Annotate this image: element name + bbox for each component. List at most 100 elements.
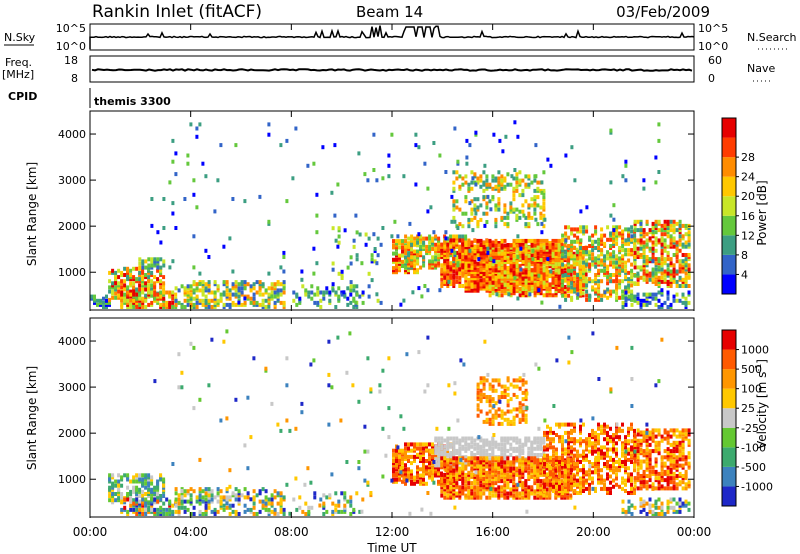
heatmap-cell: [129, 268, 133, 273]
heatmap-cell: [600, 250, 604, 255]
heatmap-cell: [618, 256, 622, 261]
heatmap-cell: [331, 226, 335, 231]
heatmap-cell: [482, 286, 486, 291]
heatmap-cell: [129, 281, 133, 286]
heatmap-cell: [597, 295, 601, 300]
heatmap-cell: [315, 230, 319, 235]
heatmap-cell: [636, 240, 640, 245]
heatmap-cell: [270, 503, 274, 508]
heatmap-cell: [533, 266, 537, 271]
heatmap-cell: [642, 259, 646, 264]
heatmap-cell: [395, 454, 398, 459]
heatmap-cell: [222, 244, 226, 249]
heatmap-cell: [675, 271, 679, 276]
heatmap-cell: [482, 245, 486, 250]
heatmap-cell: [264, 489, 268, 494]
heatmap-cell: [506, 477, 510, 481]
heatmap-cell: [542, 278, 546, 283]
heatmap-cell: [189, 298, 193, 303]
heatmap-cell: [564, 238, 568, 243]
heatmap-cell: [503, 483, 507, 488]
heatmap-cell: [455, 275, 459, 280]
heatmap-cell: [591, 258, 595, 263]
heatmap-cell: [588, 252, 592, 257]
heatmap-cell: [222, 503, 226, 508]
heatmap-cell: [461, 284, 465, 288]
heatmap-cell: [367, 294, 371, 299]
heatmap-cell: [482, 255, 486, 260]
heatmap-cell: [545, 247, 549, 252]
heatmap-cell: [174, 509, 178, 514]
heatmap-cell: [198, 512, 202, 516]
heatmap-cell: [579, 293, 583, 298]
heatmap-cell: [687, 273, 691, 278]
heatmap-cell: [449, 275, 453, 280]
heatmap-cell: [515, 456, 519, 461]
heatmap-cell: [395, 245, 398, 250]
heatmap-cell: [398, 253, 401, 258]
heatmap-cell: [135, 305, 139, 309]
heatmap-cell: [497, 182, 501, 187]
heatmap-cell: [570, 227, 574, 232]
heatmap-cell: [240, 292, 244, 297]
heatmap-cell: [207, 489, 211, 494]
heatmap-cell: [491, 280, 495, 285]
heatmap-cell: [114, 279, 118, 284]
heatmap-cell: [486, 246, 490, 251]
heatmap-cell: [138, 287, 142, 292]
heatmap-cell: [678, 275, 682, 280]
heatmap-cell: [479, 284, 483, 289]
heatmap-cell: [527, 495, 531, 500]
heatmap-cell: [132, 287, 136, 292]
heatmap-cell: [310, 296, 314, 301]
heatmap-cell: [615, 287, 619, 292]
heatmap-cell: [503, 464, 507, 469]
heatmap-cell: [282, 497, 286, 502]
heatmap-cell: [452, 265, 456, 270]
heatmap-cell: [654, 155, 658, 160]
heatmap-cell: [500, 262, 504, 267]
heatmap-cell: [660, 248, 664, 253]
heatmap-cell: [521, 468, 525, 473]
heatmap-cell: [488, 289, 492, 294]
heatmap-cell: [651, 242, 655, 247]
heatmap-cell: [515, 466, 519, 471]
heatmap-cell: [192, 505, 196, 510]
heatmap-cell: [530, 203, 534, 208]
cpid-value: themis 3300: [94, 95, 171, 108]
heatmap-cell: [467, 284, 471, 289]
heatmap-cell: [452, 472, 456, 477]
heatmap-cell: [482, 485, 486, 490]
heatmap-cell: [225, 296, 229, 301]
heatmap-cell: [306, 163, 310, 168]
heatmap-cell: [425, 471, 428, 476]
heatmap-cell: [684, 259, 688, 264]
heatmap-cell: [346, 265, 350, 270]
heatmap-cell: [506, 245, 510, 250]
heatmap-cell: [518, 479, 522, 484]
heatmap-cell: [612, 241, 616, 246]
heatmap-cell: [431, 247, 435, 251]
heatmap-cell: [395, 241, 398, 246]
nave-tick-bottom: 0: [708, 72, 715, 85]
heatmap-cell: [90, 296, 93, 301]
heatmap-cell: [392, 463, 395, 468]
heatmap-cell: [331, 512, 335, 516]
heatmap-cell: [666, 226, 670, 230]
heatmap-cell: [135, 473, 139, 478]
heatmap-cell: [482, 491, 486, 496]
heatmap-cell: [443, 240, 447, 245]
heatmap-cell: [527, 245, 531, 250]
heatmap-cell: [276, 501, 280, 506]
heatmap-cell: [102, 305, 105, 309]
heatmap-cell: [536, 251, 540, 256]
heatmap-cell: [141, 300, 145, 305]
heatmap-cell: [189, 499, 193, 504]
heatmap-cell: [123, 300, 127, 305]
heatmap-cell: [512, 460, 516, 465]
heatmap-cell: [624, 302, 628, 307]
heatmap-cell: [618, 268, 622, 273]
heatmap-cell: [443, 460, 447, 465]
heatmap-cell: [225, 288, 229, 293]
heatmap-cell: [485, 284, 489, 289]
